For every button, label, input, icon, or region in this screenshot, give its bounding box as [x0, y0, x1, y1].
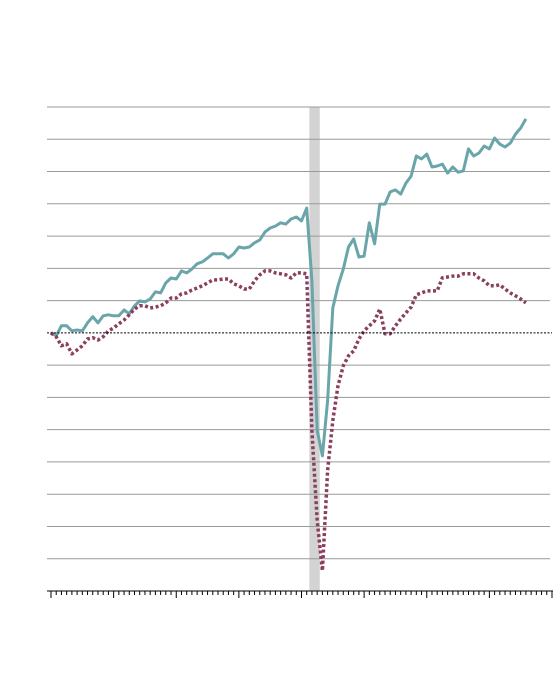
series-line: [49, 269, 527, 573]
series-line: [50, 118, 528, 458]
